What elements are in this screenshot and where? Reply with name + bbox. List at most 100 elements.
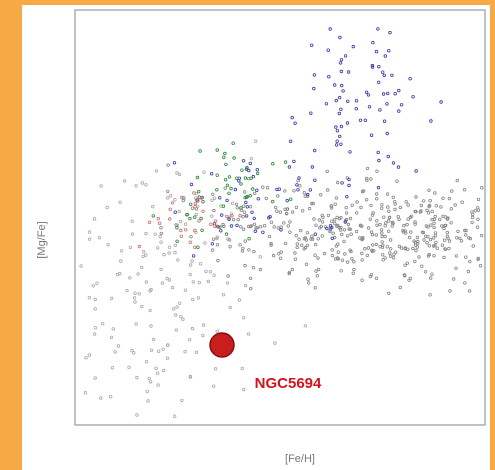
scatter-point <box>365 178 369 183</box>
scatter-point <box>211 192 215 196</box>
scatter-point <box>140 304 144 309</box>
scatter-point <box>380 240 384 244</box>
scatter-point <box>445 234 450 238</box>
scatter-point <box>388 251 392 255</box>
scatter-point <box>166 163 170 167</box>
scatter-point <box>262 223 267 228</box>
scatter-point <box>277 187 281 191</box>
scatter-point <box>249 176 253 180</box>
scatter-point <box>301 209 305 213</box>
scatter-point <box>244 200 248 205</box>
scatter-point <box>385 131 389 136</box>
scatter-point <box>447 196 452 201</box>
scatter-point <box>360 251 364 256</box>
scatter-point <box>425 240 429 245</box>
scatter-point <box>393 202 397 206</box>
scatter-point <box>193 201 197 206</box>
scatter-point <box>174 223 178 227</box>
scatter-point <box>294 205 299 210</box>
scatter-point <box>215 188 219 192</box>
scatter-point <box>283 160 288 164</box>
scatter-point <box>241 159 246 163</box>
scatter-point <box>319 224 323 229</box>
scatter-point <box>390 224 394 228</box>
scatter-point <box>447 246 451 251</box>
scatter-point <box>213 219 218 223</box>
scatter-point <box>433 214 437 219</box>
scatter-point <box>339 69 344 74</box>
scatter-point <box>289 197 293 201</box>
scatter-point <box>189 234 193 239</box>
scatter-point <box>420 230 425 234</box>
scatter-point <box>215 148 219 152</box>
scatter-point <box>366 246 371 250</box>
scatter-point <box>212 273 216 277</box>
scatter-point <box>130 219 134 223</box>
scatter-point <box>167 251 171 255</box>
scatter-point <box>374 242 379 247</box>
scatter-point <box>305 243 310 248</box>
scatter-point <box>148 380 153 384</box>
scatter-point <box>304 262 309 266</box>
scatter-point <box>175 239 179 243</box>
scatter-point <box>231 141 235 145</box>
scatter-point <box>431 244 436 248</box>
scatter-point <box>460 200 464 204</box>
scatter-point <box>449 221 453 225</box>
scatter-point <box>290 210 295 214</box>
scatter-point <box>288 220 292 224</box>
scatter-point <box>388 254 393 258</box>
scatter-point <box>227 175 232 179</box>
scatter-point <box>242 210 247 214</box>
scatter-point <box>374 233 378 237</box>
scatter-point <box>369 203 373 208</box>
scatter-point <box>307 206 312 211</box>
scatter-point <box>334 125 338 129</box>
scatter-point <box>327 74 331 79</box>
scatter-point <box>369 273 374 277</box>
plot-frame <box>74 9 486 426</box>
scatter-point <box>189 182 194 187</box>
scatter-point <box>116 344 121 348</box>
scatter-point <box>414 248 418 253</box>
scatter-point <box>215 243 220 247</box>
scatter-point <box>290 115 294 120</box>
scatter-point <box>292 159 296 164</box>
scatter-point <box>97 235 101 240</box>
scatter-point <box>350 257 354 261</box>
scatter-point <box>147 376 151 381</box>
scatter-point <box>170 201 175 205</box>
scatter-point <box>176 258 180 262</box>
scatter-point <box>346 99 350 103</box>
scatter-point <box>221 224 226 229</box>
scatter-point <box>380 203 384 207</box>
scatter-point <box>311 201 315 206</box>
scatter-points <box>79 27 484 418</box>
scatter-point <box>475 225 480 229</box>
scatter-point <box>406 203 410 207</box>
scatter-point <box>313 242 318 247</box>
scatter-point <box>314 223 318 227</box>
scatter-point <box>391 161 396 165</box>
scatter-point <box>161 347 165 351</box>
scatter-point <box>377 158 381 163</box>
scatter-point <box>351 271 355 275</box>
scatter-point <box>476 256 480 261</box>
scatter-point <box>279 228 283 232</box>
scatter-point <box>371 40 375 45</box>
scatter-point <box>109 335 114 340</box>
scatter-point <box>339 269 343 273</box>
scatter-point <box>196 198 200 202</box>
scatter-point <box>106 242 110 247</box>
scatter-point <box>428 198 432 203</box>
scatter-point <box>234 202 239 206</box>
scatter-point <box>255 167 259 172</box>
scatter-point <box>219 213 224 217</box>
scatter-point <box>330 253 335 258</box>
scatter-point <box>200 228 204 232</box>
scatter-point <box>239 206 243 210</box>
scatter-point <box>419 209 423 213</box>
scatter-point <box>369 133 374 137</box>
scatter-point <box>255 225 259 230</box>
scatter-point <box>167 217 172 221</box>
